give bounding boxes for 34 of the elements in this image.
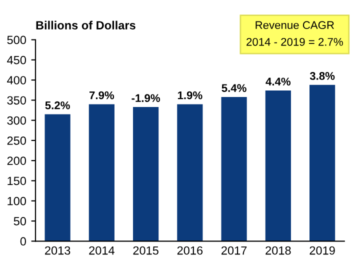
bar	[177, 104, 203, 242]
y-tick-label: 300	[7, 116, 26, 125]
annotation: -1.9%	[132, 94, 160, 102]
x-tick-label: 2019	[310, 246, 335, 255]
y-tick-label: 50	[14, 217, 26, 226]
bar	[88, 104, 114, 242]
bar	[133, 107, 159, 242]
annotation: 1.9%	[178, 91, 202, 100]
annotation: 3.8%	[310, 72, 335, 80]
bar	[309, 84, 336, 242]
bar	[44, 114, 70, 242]
annotation: Revenue CAGR 2014 - 2019 = 2.7%	[246, 21, 343, 46]
annotation: 4.4%	[266, 78, 291, 86]
y-tick-label: 0	[20, 237, 26, 246]
x-tick-label: 2018	[266, 246, 291, 255]
y-tick-label: 250	[7, 136, 26, 145]
bar	[221, 96, 247, 242]
x-tick-label: 2014	[89, 246, 114, 255]
bar	[265, 90, 291, 242]
y-tick-label: 150	[8, 176, 26, 186]
annotation: 5.2%	[45, 101, 70, 110]
annotation: 5.4%	[222, 84, 246, 92]
x-tick-label: 2017	[222, 246, 247, 255]
y-tick-label: 350	[7, 96, 26, 105]
y-tick-label: 500	[7, 36, 26, 44]
y-tick-label: 100	[8, 196, 26, 206]
y-axis-title: Billions of Dollars	[36, 20, 136, 30]
y-tick-label: 200	[7, 156, 26, 165]
y-tick-label: 450	[7, 56, 26, 64]
x-tick-label: 2015	[133, 246, 158, 255]
annotation: 7.9%	[89, 91, 114, 100]
x-tick-label: 2013	[45, 246, 70, 255]
y-tick-label: 400	[7, 76, 26, 84]
x-tick-label: 2016	[177, 246, 203, 255]
